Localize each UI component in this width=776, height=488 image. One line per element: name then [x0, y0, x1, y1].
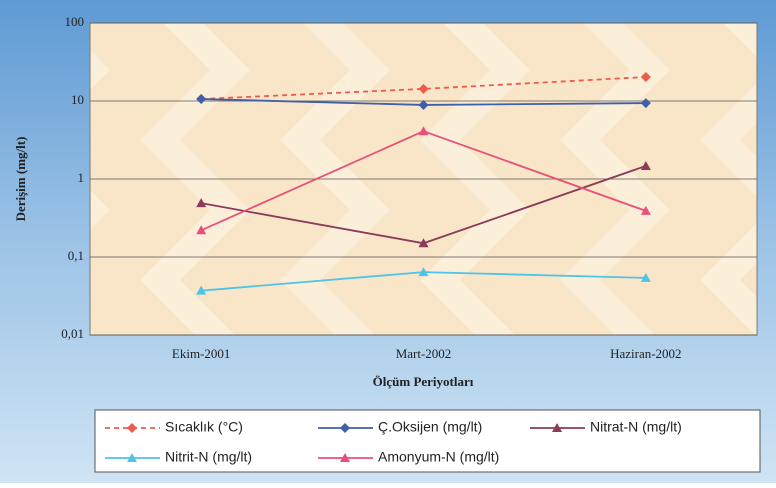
x-tick-label: Haziran-2002 [610, 346, 681, 361]
legend-label: Ç.Oksijen (mg/lt) [378, 419, 482, 435]
y-tick-label: 100 [65, 14, 85, 29]
y-tick-label: 10 [71, 92, 84, 107]
legend-label: Amonyum-N (mg/lt) [378, 449, 499, 465]
page: Derişim (mg/lt) Ölçüm Periyotları 0,01 0,… [0, 0, 776, 483]
legend-label: Nitrat-N (mg/lt) [590, 419, 682, 435]
y-tick-label: 0,1 [68, 248, 84, 263]
x-tick-label: Ekim-2001 [172, 346, 231, 361]
x-axis-label: Ölçüm Periyotları [373, 374, 474, 389]
chart: Derişim (mg/lt) Ölçüm Periyotları 0,01 0,… [0, 0, 776, 483]
legend-label: Sıcaklık (°C) [165, 419, 243, 435]
y-tick-label: 1 [78, 170, 85, 185]
x-tick-label: Mart-2002 [396, 346, 452, 361]
legend-label: Nitrit-N (mg/lt) [165, 449, 252, 465]
y-axis-label: Derişim (mg/lt) [13, 137, 28, 222]
y-tick-label: 0,01 [61, 326, 84, 341]
